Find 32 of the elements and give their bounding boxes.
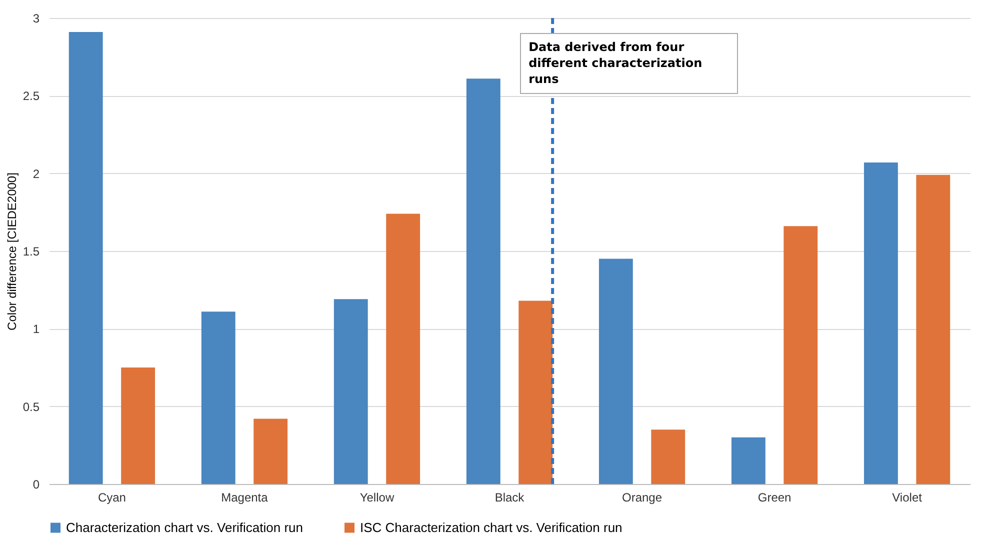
x-tick-label: Black: [494, 490, 526, 504]
bar: [334, 299, 368, 484]
y-tick-label: 2.5: [22, 89, 40, 104]
x-tick-label: Green: [758, 490, 792, 504]
bar: [651, 430, 686, 484]
bar: [466, 78, 500, 484]
legend-label: ISC Characterization chart vs. Verification run: [360, 520, 622, 535]
y-tick-label: 1.5: [22, 244, 40, 258]
legend-label: Characterization chart vs. Verification run: [66, 520, 303, 535]
bar: [68, 32, 103, 484]
bar: [201, 312, 236, 484]
bar: [386, 214, 420, 484]
bar: [254, 418, 288, 484]
bar: [518, 300, 553, 484]
y-tick-label: 3: [32, 12, 40, 26]
bar: [121, 368, 156, 484]
bar: [916, 174, 950, 484]
y-tick-label: 1: [32, 322, 40, 336]
y-tick-label: 0.5: [22, 400, 40, 414]
x-tick-label: Violet: [892, 490, 923, 504]
x-tick-label: Cyan: [98, 490, 126, 504]
y-tick-label: 2: [32, 166, 40, 181]
bar: [731, 437, 766, 484]
callout-box: Data derived from four different characterization runs: [520, 33, 738, 94]
bar: [864, 162, 898, 484]
x-tick-label: Yellow: [360, 490, 394, 504]
bar: [598, 258, 633, 484]
y-tick-label: 0: [32, 478, 40, 492]
y-axis-title: Color difference [CIEDE2000]: [4, 172, 19, 330]
bar: [784, 226, 818, 484]
x-tick-label: Magenta: [221, 490, 268, 504]
x-tick-label: Orange: [622, 490, 662, 504]
